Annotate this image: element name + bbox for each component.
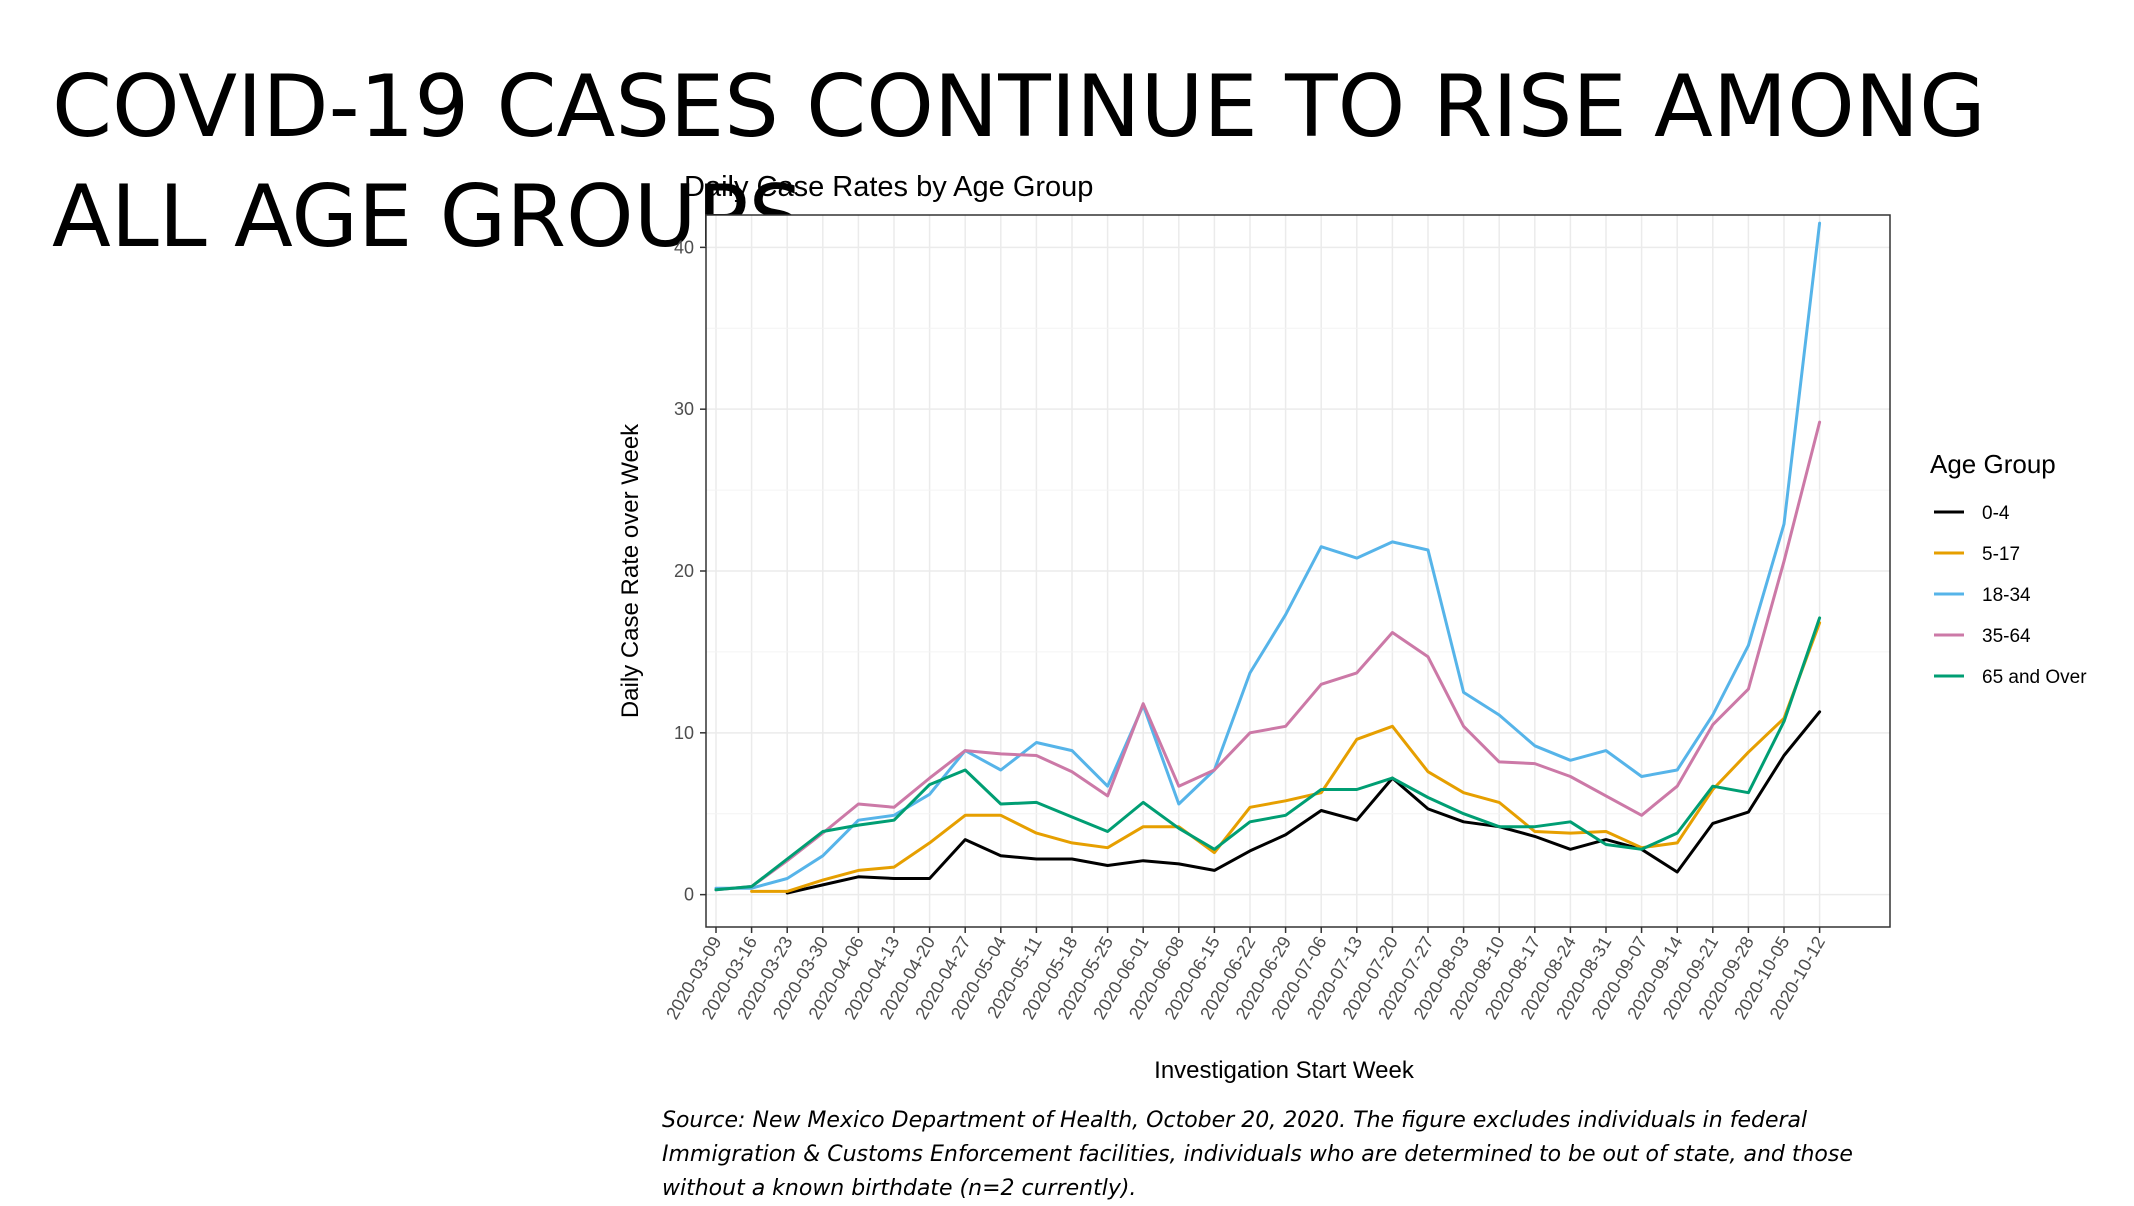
chart-title: Daily Case Rates by Age Group [684, 171, 1093, 203]
source-note: Source: New Mexico Department of Health,… [662, 1108, 1853, 1201]
y-tick-label: 20 [674, 561, 694, 581]
legend-label: 0-4 [1982, 503, 2010, 524]
legend-label: 18-34 [1982, 585, 2031, 606]
y-axis: 0 10 20 30 40 [674, 237, 706, 905]
legend-label: 65 and Over [1982, 667, 2087, 688]
y-tick-label: 30 [674, 399, 694, 419]
legend-label: 5-17 [1982, 544, 2020, 565]
series-line-0-4 [785, 710, 1822, 895]
slide-title: COVID-19 CASES CONTINUE TO RISE AMONG AL… [52, 57, 1986, 267]
x-axis-title: Investigation Start Week [1154, 1057, 1415, 1084]
series-line-18-34 [714, 221, 1822, 890]
legend: Age Group 0-4 5-17 18-34 35-64 65 and Over [1930, 449, 2087, 688]
legend-label: 35-64 [1982, 626, 2031, 647]
gridlines [706, 215, 1890, 927]
series-lines [714, 221, 1822, 895]
series-line-35-64 [714, 420, 1822, 892]
x-axis: 2020-03-092020-03-162020-03-232020-03-30… [662, 927, 1829, 1023]
y-axis-title: Daily Case Rate over Week [617, 423, 644, 718]
y-tick-label: 40 [674, 237, 694, 257]
legend-title: Age Group [1930, 449, 2056, 479]
series-line-65-and-over [714, 616, 1822, 892]
y-tick-label: 10 [674, 723, 694, 743]
y-tick-label: 0 [684, 885, 694, 905]
